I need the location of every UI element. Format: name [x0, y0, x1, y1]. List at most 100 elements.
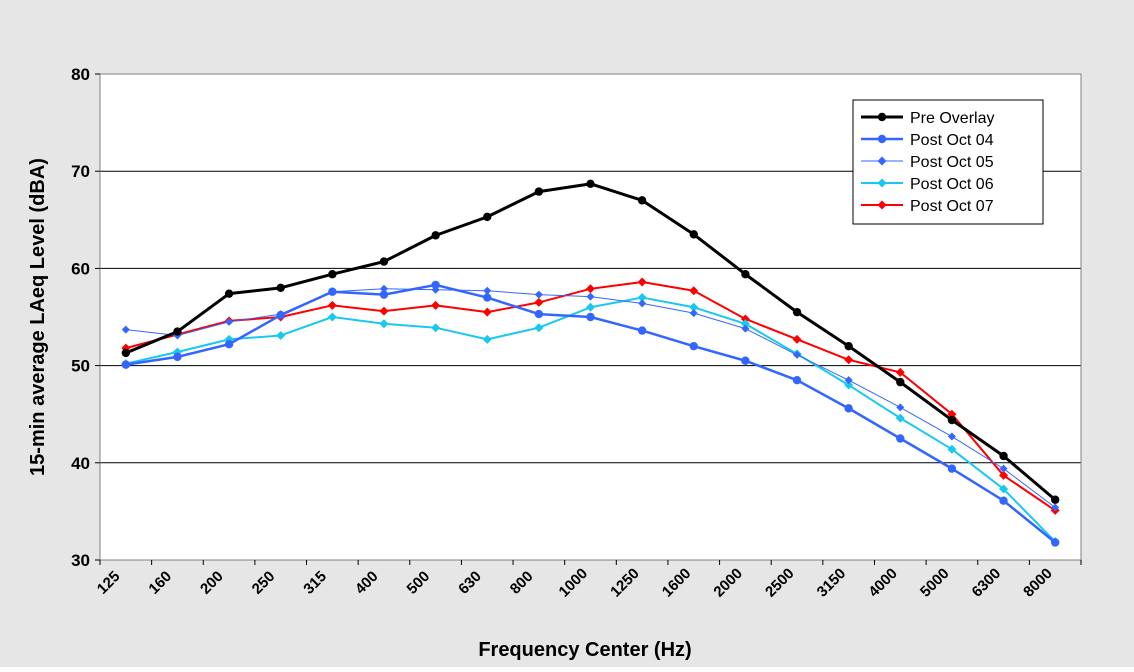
x-axis-title: Frequency Center (Hz): [478, 639, 691, 661]
x-tick-label: 4000: [865, 565, 901, 601]
data-point: [483, 212, 492, 222]
x-tick-label: 630: [455, 568, 485, 598]
series-post-oct-04: [121, 280, 1060, 547]
data-point: [947, 409, 957, 419]
legend-label: Post Oct 04: [910, 132, 994, 149]
x-tick-label: 6300: [969, 565, 1005, 601]
x-tick-label: 800: [507, 568, 537, 598]
data-point: [534, 297, 544, 307]
y-tick-label: 80: [71, 65, 90, 84]
series-post-oct-06: [121, 293, 1060, 547]
x-tick-label: 2500: [762, 565, 798, 601]
data-point: [534, 323, 544, 333]
x-tick-label: 1000: [556, 565, 592, 601]
data-point: [224, 289, 234, 298]
data-point: [689, 341, 698, 351]
data-point: [741, 356, 750, 365]
data-point: [586, 284, 595, 294]
data-point: [947, 464, 957, 473]
data-point: [896, 434, 905, 443]
data-point: [586, 179, 595, 189]
data-point: [741, 324, 750, 333]
data-point: [534, 187, 544, 196]
legend-label: Post Oct 06: [910, 176, 994, 193]
data-point: [689, 309, 698, 318]
data-point: [534, 290, 543, 299]
legend-label: Pre Overlay: [910, 110, 994, 127]
x-tick-label: 400: [352, 568, 382, 598]
data-point: [431, 323, 441, 333]
x-tick-label: 315: [300, 568, 330, 598]
data-point: [1050, 495, 1060, 504]
data-point: [999, 464, 1008, 473]
x-tick-label: 125: [94, 568, 124, 598]
data-point: [844, 341, 853, 351]
data-point: [947, 415, 957, 425]
data-point: [793, 350, 802, 359]
data-point: [637, 277, 647, 287]
x-tick-label: 1600: [659, 565, 695, 601]
data-point: [947, 432, 956, 441]
data-point: [276, 310, 285, 320]
data-point: [999, 484, 1009, 494]
data-point: [895, 367, 905, 377]
data-point: [586, 302, 595, 312]
data-point: [844, 404, 853, 413]
series-pre-overlay: [121, 179, 1060, 504]
legend-item: Post Oct 06: [861, 176, 994, 193]
data-point: [740, 319, 750, 329]
data-point: [379, 319, 389, 329]
legend-item: Post Oct 05: [861, 154, 994, 171]
data-point: [877, 200, 887, 210]
data-point: [637, 196, 647, 205]
data-point: [173, 352, 182, 362]
data-point: [431, 231, 440, 240]
x-tick-label: 3150: [814, 565, 850, 601]
data-point: [638, 299, 647, 308]
data-point: [689, 230, 698, 239]
data-point: [877, 178, 887, 188]
data-point: [431, 280, 440, 290]
data-point: [327, 300, 337, 310]
data-point: [947, 444, 957, 454]
data-point: [482, 307, 492, 317]
x-tick-label: 8000: [1020, 565, 1056, 601]
data-point: [379, 306, 389, 316]
x-tick-label: 160: [145, 568, 175, 598]
data-point: [637, 326, 647, 335]
legend-label: Post Oct 05: [910, 154, 994, 171]
x-tick-label: 250: [249, 568, 279, 598]
x-tick-label: 2000: [710, 565, 746, 601]
data-point: [1051, 503, 1060, 512]
y-axis-ticks: 30 40 50 60 70 80: [71, 65, 100, 570]
legend-item: Post Oct 07: [861, 198, 994, 215]
x-tick-label: 500: [404, 568, 434, 598]
data-point: [896, 377, 905, 387]
data-point: [792, 307, 802, 317]
legend-item: Pre Overlay: [861, 110, 994, 127]
data-point: [121, 325, 130, 334]
data-point: [379, 257, 389, 266]
data-point: [895, 413, 905, 423]
data-point: [877, 134, 887, 144]
data-point: [586, 312, 595, 322]
y-axis-title: 15-min average LAeq Level (dBA): [27, 158, 49, 476]
y-tick-label: 50: [71, 357, 90, 376]
gridlines: [100, 170, 1081, 464]
data-point: [741, 270, 750, 279]
x-tick-label: 1250: [607, 565, 643, 601]
data-point: [431, 300, 441, 310]
data-point: [792, 375, 802, 385]
data-point: [121, 348, 131, 358]
data-point: [482, 334, 492, 344]
y-tick-label: 30: [71, 551, 90, 570]
data-point: [534, 309, 544, 319]
y-tick-label: 60: [71, 259, 90, 278]
series-group: [121, 179, 1060, 547]
legend-label: Post Oct 07: [910, 198, 994, 215]
data-point: [483, 293, 492, 302]
data-point: [483, 286, 492, 295]
legend: Pre Overlay Post Oct 04 Post Oct 05 Post Oc…: [852, 99, 1044, 225]
